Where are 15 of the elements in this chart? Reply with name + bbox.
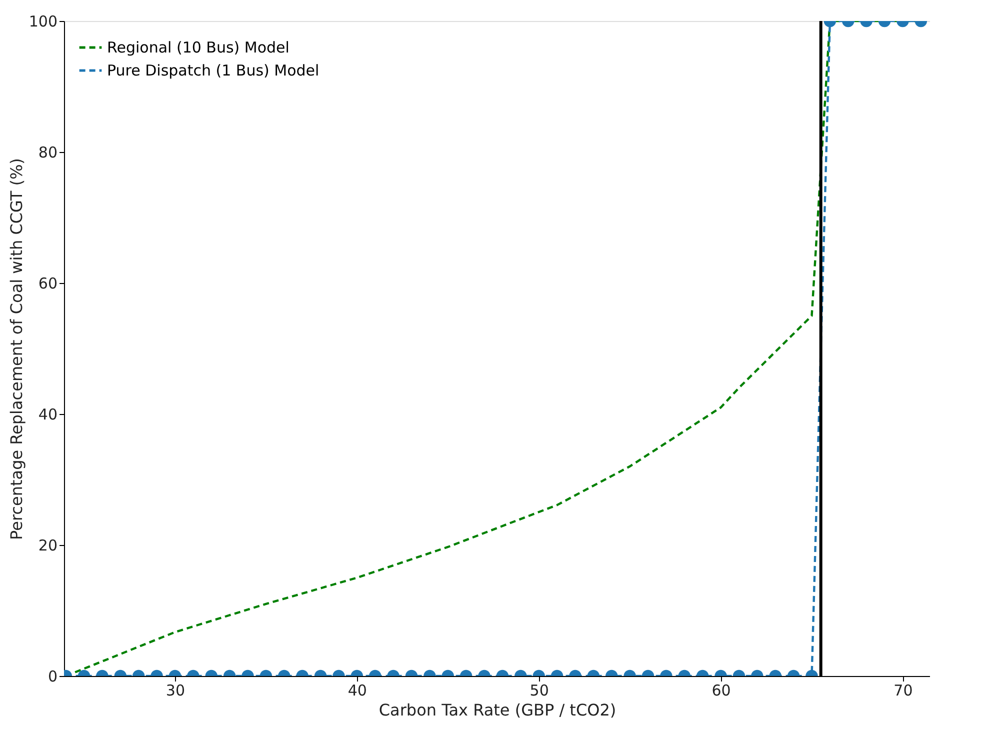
legend-label: Regional (10 Bus) Model [107,38,290,56]
y-tick-label: 80 [38,144,58,162]
y-axis-title: Percentage Replacement of Coal with CCGT (%) [6,158,26,540]
x-axis-title: Carbon Tax Rate (GBP / tCO2) [378,700,616,720]
y-tick-label: 0 [48,668,58,686]
x-tick-label: 40 [348,682,367,700]
x-tick-label: 70 [894,682,913,700]
x-tick-label: 50 [530,682,549,700]
y-tick-label: 40 [38,406,58,424]
legend-label: Pure Dispatch (1 Bus) Model [107,62,320,80]
y-tick-label: 60 [38,274,58,292]
x-tick-label: 30 [166,682,186,700]
y-tick-label: 20 [38,536,58,554]
x-tick-label: 60 [712,682,731,700]
y-tick-label: 100 [28,12,58,30]
